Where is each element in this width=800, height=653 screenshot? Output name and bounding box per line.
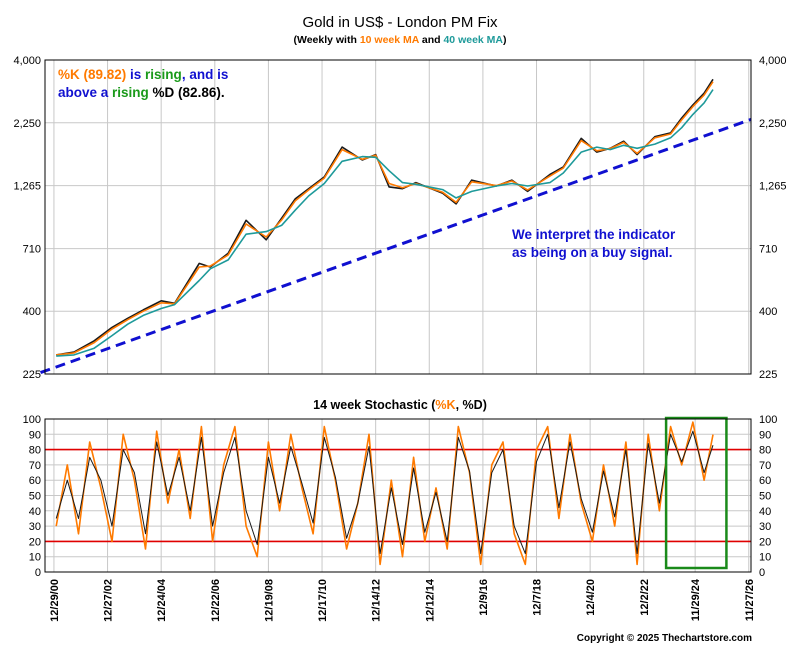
stochastic-y-tick-right: 50: [759, 491, 771, 503]
stochastic-title-suffix: ): [483, 398, 487, 412]
stochastic-title-mid: ,: [456, 398, 463, 412]
stochastic-series-group: [55, 416, 728, 570]
status-rising-1: rising: [145, 67, 182, 82]
stochastic-title-prefix: 14 week Stochastic (: [313, 398, 436, 412]
status-annotation-line2: above a rising %D (82.86).: [58, 85, 225, 100]
subtitle-prefix: (Weekly with: [293, 34, 359, 46]
copyright-text: Copyright © 2025 Thechartstore.com: [577, 633, 752, 644]
stochastic-y-tick-left: 50: [29, 491, 41, 503]
x-tick-label: 11/27/26: [744, 579, 756, 621]
x-tick-label: 12/2/22: [639, 579, 651, 616]
price-y-tick-left: 225: [23, 369, 41, 381]
price-plot-frame: [44, 59, 752, 375]
status-and-is: , and is: [182, 67, 229, 82]
price-y-tick-right: 710: [759, 244, 777, 256]
status-above-a: above a: [58, 85, 112, 100]
stochastic-plot-frame: [44, 418, 752, 573]
stochastic-y-tick-right: 40: [759, 506, 771, 518]
price-y-axis-labels: 4,000 4,000 2,250 2,250 1,265 1,265 710 710 400 4…: [13, 55, 786, 381]
series-trendline: [39, 117, 752, 375]
series-pct-d: [55, 430, 714, 555]
x-tick-label: 12/4/20: [585, 579, 597, 616]
interpretation-line1: We interpret the indicator: [512, 227, 676, 242]
stochastic-y-tick-right: 80: [759, 445, 771, 457]
stochastic-y-tick-left: 20: [29, 536, 41, 548]
x-tick-label: 12/12/14: [424, 578, 436, 622]
stochastic-title-k: %K: [435, 398, 455, 412]
price-y-tick-left: 400: [23, 306, 41, 318]
price-y-tick-right: 225: [759, 369, 777, 381]
series-10-week-ma: [56, 81, 714, 356]
stochastic-y-tick-right: 90: [759, 429, 771, 441]
price-chart-subtitle: (Weekly with 10 week MA and 40 week MA): [293, 34, 506, 46]
price-y-tick-right: 2,250: [759, 118, 787, 130]
stochastic-y-tick-left: 10: [29, 552, 41, 564]
price-plot-area: [45, 60, 751, 374]
x-tick-label: 12/14/12: [371, 579, 383, 622]
stochastic-y-tick-right: 100: [759, 414, 777, 426]
stochastic-y-tick-left: 70: [29, 460, 41, 472]
price-chart-title: Gold in US$ - London PM Fix: [302, 14, 498, 31]
x-tick-label: 12/27/02: [103, 579, 115, 622]
x-tick-label: 12/24/04: [156, 578, 168, 622]
stochastic-title-d: %D: [463, 398, 483, 412]
subtitle-suffix: ): [503, 34, 507, 46]
price-y-tick-left: 1,265: [13, 181, 41, 193]
stochastic-y-tick-right: 60: [759, 475, 771, 487]
stochastic-y-tick-left: 40: [29, 506, 41, 518]
stochastic-y-tick-left: 0: [35, 567, 41, 579]
subtitle-ma10: 10 week MA: [360, 34, 420, 46]
subtitle-ma40: 40 week MA: [443, 34, 503, 46]
x-tick-label: 12/29/00: [49, 579, 61, 622]
x-tick-label: 12/19/08: [263, 579, 275, 622]
x-tick-label: 12/22/06: [210, 579, 222, 622]
x-tick-label: 12/7/18: [532, 579, 544, 616]
stochastic-y-tick-left: 90: [29, 429, 41, 441]
date-axis-labels: 12/29/00 12/27/02 12/24/04 12/22/06 12/19/08…: [49, 578, 756, 622]
stochastic-y-tick-left: 60: [29, 475, 41, 487]
price-y-tick-right: 4,000: [759, 55, 787, 67]
stochastic-y-tick-right: 30: [759, 521, 771, 533]
x-tick-label: 12/9/16: [478, 579, 490, 616]
stochastic-y-tick-right: 10: [759, 552, 771, 564]
status-annotation-line1: %K (89.82) is rising, and is: [58, 67, 228, 82]
price-series-group: [39, 78, 752, 375]
stochastic-y-tick-left: 30: [29, 521, 41, 533]
x-tick-label: 12/17/10: [317, 579, 329, 622]
stochastic-y-tick-right: 0: [759, 567, 765, 579]
price-y-tick-left: 2,250: [13, 118, 41, 130]
status-rising-2: rising: [112, 85, 149, 100]
x-tick-label: 11/29/24: [690, 578, 702, 621]
price-y-tick-right: 1,265: [759, 181, 787, 193]
stochastic-title: 14 week Stochastic (%K, %D): [313, 398, 487, 412]
stochastic-y-tick-right: 20: [759, 536, 771, 548]
price-y-tick-right: 400: [759, 306, 777, 318]
stochastic-y-tick-left: 80: [29, 445, 41, 457]
price-y-tick-left: 4,000: [13, 55, 41, 67]
interpretation-line2: as being on a buy signal.: [512, 245, 673, 260]
highlight-box: [664, 416, 728, 570]
subtitle-mid: and: [419, 34, 444, 46]
stochastic-y-tick-left: 100: [23, 414, 41, 426]
status-k-value: %K (89.82): [58, 67, 126, 82]
series-40-week-ma: [56, 89, 714, 357]
stochastic-y-tick-right: 70: [759, 460, 771, 472]
status-is: is: [126, 67, 145, 82]
status-d-value: %D (82.86).: [149, 85, 225, 100]
price-y-tick-left: 710: [23, 244, 41, 256]
